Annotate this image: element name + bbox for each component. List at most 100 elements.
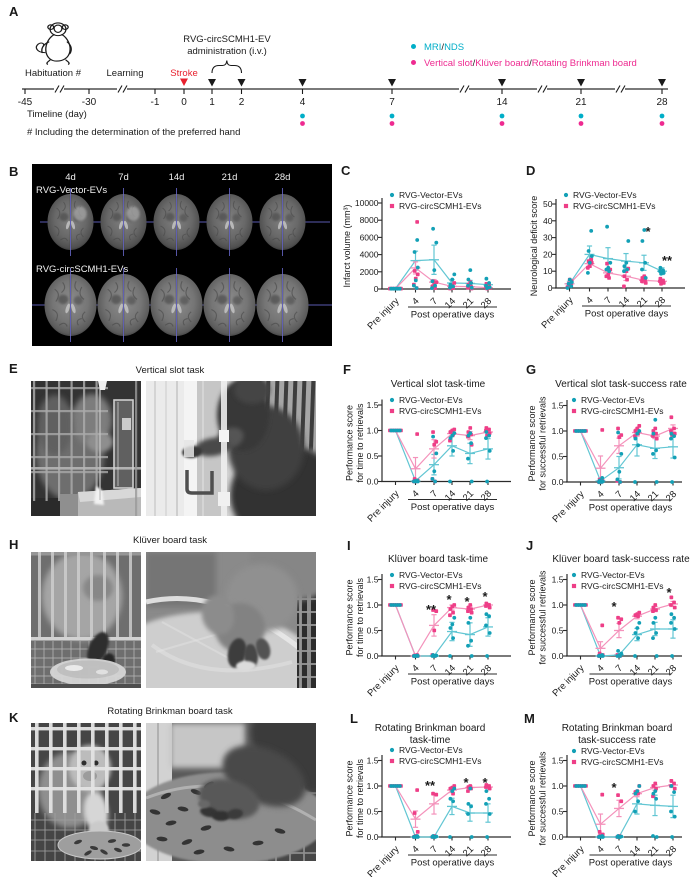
svg-text:7d: 7d bbox=[118, 172, 129, 183]
svg-text:Habituation #: Habituation # bbox=[25, 68, 82, 79]
svg-text:8000: 8000 bbox=[360, 215, 379, 225]
svg-text:7: 7 bbox=[429, 488, 441, 500]
svg-text:0.0: 0.0 bbox=[552, 651, 564, 661]
svg-text:10000: 10000 bbox=[355, 198, 379, 208]
svg-text:**: ** bbox=[662, 253, 673, 268]
svg-text:7: 7 bbox=[603, 295, 615, 307]
svg-text:1.5: 1.5 bbox=[367, 400, 379, 410]
svg-text:4: 4 bbox=[410, 296, 422, 308]
svg-text:*: * bbox=[611, 780, 617, 795]
svg-text:RVG-circSCMH1-EVs: RVG-circSCMH1-EVs bbox=[399, 581, 482, 591]
svg-text:0.5: 0.5 bbox=[552, 807, 564, 817]
svg-text:RVG-Vector-EVs: RVG-Vector-EVs bbox=[399, 190, 463, 200]
svg-text:Performance score: Performance score bbox=[345, 760, 355, 836]
svg-text:Performance score: Performance score bbox=[345, 405, 355, 481]
svg-text:1.0: 1.0 bbox=[367, 781, 379, 791]
svg-text:**: ** bbox=[425, 778, 436, 793]
svg-text:Performance score: Performance score bbox=[527, 579, 537, 655]
svg-text:E: E bbox=[9, 361, 18, 376]
svg-text:1.5: 1.5 bbox=[552, 756, 564, 766]
svg-text:*: * bbox=[645, 224, 651, 239]
svg-text:RVG-circSCMH1-EVs: RVG-circSCMH1-EVs bbox=[399, 756, 482, 766]
svg-text:-45: -45 bbox=[18, 97, 33, 108]
svg-text:task-success rate: task-success rate bbox=[578, 735, 656, 746]
svg-text:for time to retrievals: for time to retrievals bbox=[355, 403, 365, 483]
svg-text:1.0: 1.0 bbox=[367, 600, 379, 610]
svg-text:7: 7 bbox=[429, 663, 441, 675]
svg-text:4: 4 bbox=[410, 488, 422, 500]
svg-text:for time to retrievals: for time to retrievals bbox=[355, 758, 365, 838]
svg-text:Rotating Brinkman board: Rotating Brinkman board bbox=[562, 723, 673, 734]
svg-text:MRI/NDS: MRI/NDS bbox=[424, 42, 464, 53]
svg-text:RVG-Vector-EVs: RVG-Vector-EVs bbox=[399, 570, 463, 580]
svg-text:RVG-circSCMH1-EVs: RVG-circSCMH1-EVs bbox=[581, 757, 664, 767]
svg-text:7: 7 bbox=[429, 296, 441, 308]
svg-text:0.5: 0.5 bbox=[552, 626, 564, 636]
svg-text:*: * bbox=[482, 589, 488, 604]
svg-text:7: 7 bbox=[614, 663, 626, 675]
svg-text:0: 0 bbox=[548, 283, 553, 293]
svg-text:RVG-Vector-EVs: RVG-Vector-EVs bbox=[581, 395, 645, 405]
svg-text:D: D bbox=[526, 163, 535, 178]
svg-text:*: * bbox=[611, 599, 617, 614]
svg-text:I: I bbox=[347, 538, 351, 553]
svg-text:*: * bbox=[463, 775, 469, 790]
svg-text:**: ** bbox=[426, 602, 437, 617]
svg-text:4: 4 bbox=[595, 663, 607, 675]
svg-text:28d: 28d bbox=[275, 172, 291, 183]
svg-text:A: A bbox=[9, 4, 19, 19]
svg-text:RVG-circSCMH1-EVs: RVG-circSCMH1-EVs bbox=[581, 406, 664, 416]
svg-text:Klüver board task-success rate: Klüver board task-success rate bbox=[552, 554, 690, 565]
svg-text:task-time: task-time bbox=[410, 735, 451, 746]
svg-text:RVG-circSCMH1-EVs: RVG-circSCMH1-EVs bbox=[399, 406, 482, 416]
svg-text:RVG-Vector-EVs: RVG-Vector-EVs bbox=[399, 395, 463, 405]
svg-text:Post operative days: Post operative days bbox=[411, 502, 495, 513]
svg-text:Vertical slot task: Vertical slot task bbox=[136, 365, 205, 376]
svg-text:0.0: 0.0 bbox=[367, 651, 379, 661]
svg-text:RVG-circSCMH1-EV: RVG-circSCMH1-EV bbox=[183, 34, 271, 45]
svg-text:1.5: 1.5 bbox=[367, 575, 379, 585]
svg-text:for successful retrievals: for successful retrievals bbox=[538, 570, 548, 665]
svg-text:Vertical slot task-success rat: Vertical slot task-success rate bbox=[555, 379, 687, 390]
svg-text:4000: 4000 bbox=[360, 250, 379, 260]
svg-text:50: 50 bbox=[543, 199, 553, 209]
svg-text:K: K bbox=[9, 710, 19, 725]
svg-text:0.5: 0.5 bbox=[367, 626, 379, 636]
svg-text:RVG-circSCMH1-EVs: RVG-circSCMH1-EVs bbox=[399, 201, 482, 211]
svg-text:*: * bbox=[666, 585, 672, 600]
svg-text:Post operative days: Post operative days bbox=[411, 677, 495, 688]
svg-text:1.0: 1.0 bbox=[552, 600, 564, 610]
svg-text:1.0: 1.0 bbox=[552, 781, 564, 791]
svg-text:RVG-Vector-EVs: RVG-Vector-EVs bbox=[399, 745, 463, 755]
svg-text:Timeline (day): Timeline (day) bbox=[27, 109, 87, 120]
svg-text:Klüver board task: Klüver board task bbox=[133, 535, 207, 546]
svg-text:Post operative days: Post operative days bbox=[589, 858, 673, 869]
svg-text:4: 4 bbox=[595, 489, 607, 501]
svg-text:0.5: 0.5 bbox=[367, 807, 379, 817]
svg-text:RVG-circSCMH1-EVs: RVG-circSCMH1-EVs bbox=[36, 264, 128, 275]
svg-text:Performance score: Performance score bbox=[345, 579, 355, 655]
svg-text:Learning: Learning bbox=[107, 68, 144, 79]
svg-text:0.0: 0.0 bbox=[367, 832, 379, 842]
svg-text:Post operative days: Post operative days bbox=[585, 309, 669, 320]
svg-text:20: 20 bbox=[543, 249, 553, 259]
svg-text:14d: 14d bbox=[169, 172, 185, 183]
svg-text:RVG-Vector-EVs: RVG-Vector-EVs bbox=[36, 185, 107, 196]
svg-text:21: 21 bbox=[575, 97, 587, 108]
svg-text:7: 7 bbox=[614, 489, 626, 501]
svg-text:*: * bbox=[446, 592, 452, 607]
svg-text:4: 4 bbox=[410, 844, 422, 856]
svg-text:Performance score: Performance score bbox=[527, 405, 537, 481]
svg-text:*: * bbox=[464, 594, 470, 609]
svg-text:2000: 2000 bbox=[360, 267, 379, 277]
svg-text:J: J bbox=[526, 538, 533, 553]
svg-text:0: 0 bbox=[374, 284, 379, 294]
svg-text:Klüver board task-time: Klüver board task-time bbox=[388, 554, 488, 565]
svg-text:28: 28 bbox=[656, 97, 668, 108]
svg-text:0.5: 0.5 bbox=[552, 452, 564, 462]
svg-text:Infarct volume (mm³): Infarct volume (mm³) bbox=[342, 204, 352, 287]
svg-text:0.0: 0.0 bbox=[552, 832, 564, 842]
svg-text:-30: -30 bbox=[82, 97, 97, 108]
svg-text:6000: 6000 bbox=[360, 232, 379, 242]
svg-text:0.0: 0.0 bbox=[552, 477, 564, 487]
